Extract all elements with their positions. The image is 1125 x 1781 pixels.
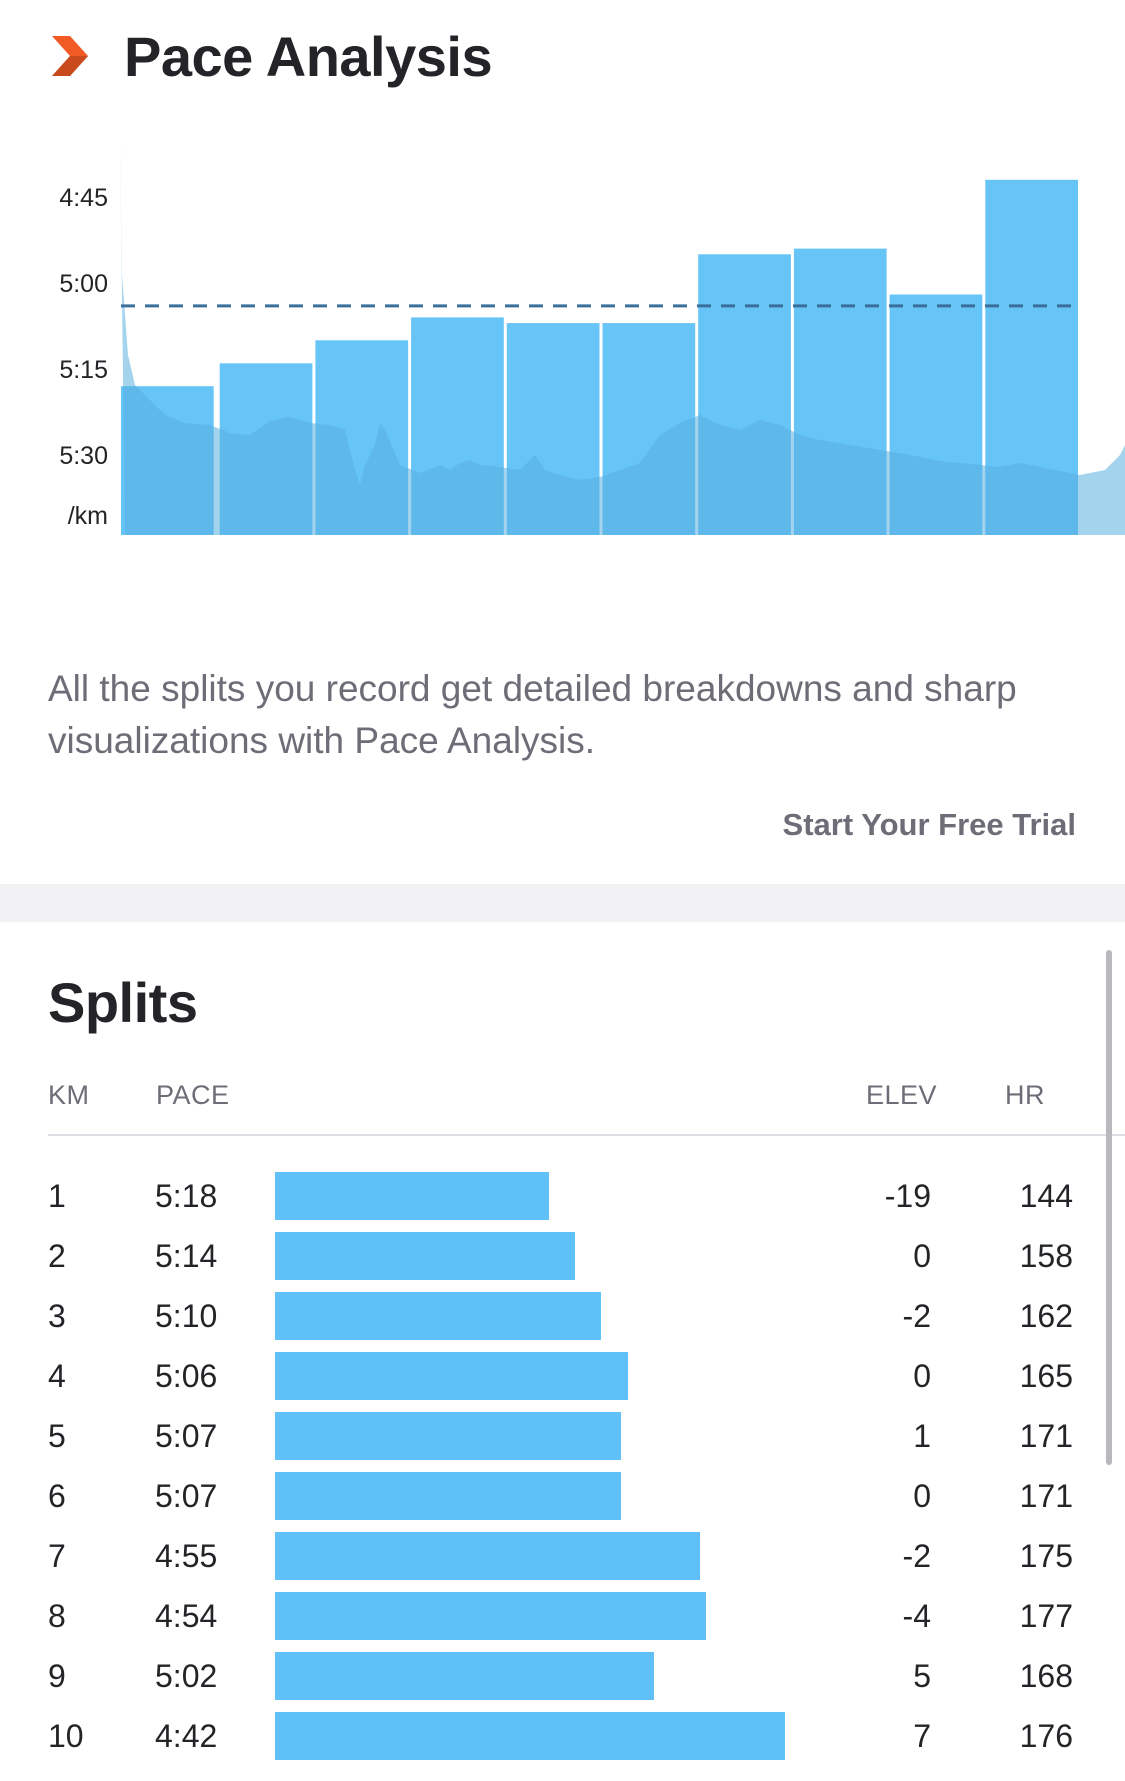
split-hr: 158 — [1019, 1238, 1073, 1274]
table-row: 6 5:07 0 171 — [0, 1468, 1125, 1528]
split-hr: 168 — [1019, 1658, 1073, 1694]
column-header-km: KM — [48, 1080, 90, 1110]
split-pace: 5:07 — [155, 1418, 218, 1454]
split-hr: 165 — [1019, 1358, 1073, 1394]
split-pace-bar — [275, 1652, 654, 1700]
table-row: 10 4:42 7 176 — [0, 1708, 1125, 1768]
splits-table-header: KM PACE ELEV HR — [48, 1080, 1125, 1136]
split-km: 10 — [48, 1718, 84, 1754]
split-pace-bar — [275, 1592, 706, 1640]
pace-analysis-header: Pace Analysis — [48, 20, 493, 92]
split-elev: 7 — [913, 1718, 931, 1754]
split-km: 1 — [48, 1178, 66, 1214]
table-row: 1 5:18 -19 144 — [0, 1168, 1125, 1228]
split-pace: 5:06 — [155, 1358, 218, 1394]
split-elev: -2 — [902, 1298, 931, 1334]
split-hr: 144 — [1019, 1178, 1073, 1214]
split-hr: 175 — [1019, 1538, 1073, 1574]
split-pace-bar — [275, 1352, 628, 1400]
scrollbar[interactable] — [1106, 950, 1112, 1465]
column-header-elev: ELEV — [865, 1080, 937, 1110]
start-free-trial-link[interactable]: Start Your Free Trial — [782, 807, 1076, 842]
split-pace: 5:02 — [155, 1658, 218, 1694]
y-tick-label: 5:00 — [59, 270, 108, 298]
splits-card: Splits KM PACE ELEV HR 1 5:18 -19 144 2 5:14 0… — [0, 922, 1125, 1781]
split-elev: 0 — [913, 1358, 931, 1394]
split-hr: 177 — [1019, 1598, 1073, 1634]
page-title: Pace Analysis — [124, 24, 493, 88]
pace-analysis-description: All the splits you record get detailed b… — [48, 668, 1017, 761]
y-tick-label: 4:45 — [59, 184, 108, 212]
split-pace: 4:54 — [155, 1598, 218, 1634]
split-elev: 0 — [913, 1478, 931, 1514]
split-km: 7 — [48, 1538, 66, 1574]
split-km: 3 — [48, 1298, 66, 1334]
table-row: 3 5:10 -2 162 — [0, 1288, 1125, 1348]
table-row: 7 4:55 -2 175 — [0, 1528, 1125, 1588]
split-hr: 162 — [1019, 1298, 1073, 1334]
split-pace: 4:55 — [155, 1538, 218, 1574]
chevron-right-icon — [52, 36, 88, 76]
split-pace: 5:07 — [155, 1478, 218, 1514]
table-row: 5 5:07 1 171 — [0, 1408, 1125, 1468]
pace-analysis-card: Pace Analysis 4:45 5:00 5:15 5:30/km All th… — [0, 0, 1125, 884]
split-km: 6 — [48, 1478, 66, 1514]
column-header-pace: PACE — [156, 1080, 230, 1110]
split-km: 4 — [48, 1358, 66, 1394]
split-pace-bar — [275, 1532, 700, 1580]
split-hr: 176 — [1019, 1718, 1073, 1754]
split-pace-bar — [275, 1472, 621, 1520]
table-row: 8 4:54 -4 177 — [0, 1588, 1125, 1648]
split-pace-bar — [275, 1172, 549, 1220]
split-elev: -2 — [902, 1538, 931, 1574]
split-pace-bar — [275, 1412, 621, 1460]
column-header-hr: HR — [1005, 1080, 1045, 1110]
split-km: 8 — [48, 1598, 66, 1634]
table-row: 9 5:02 5 168 — [0, 1648, 1125, 1708]
split-pace-bar — [275, 1232, 575, 1280]
y-tick-label: 5:15 — [59, 356, 108, 384]
split-hr: 171 — [1019, 1418, 1073, 1454]
split-elev: -4 — [902, 1598, 931, 1634]
splits-title: Splits — [48, 971, 198, 1034]
split-km: 5 — [48, 1418, 66, 1454]
elevation-area — [120, 135, 1125, 535]
split-elev: -19 — [884, 1178, 931, 1214]
y-tick-label: 5:30 — [59, 442, 108, 470]
table-row: 2 5:14 0 158 — [0, 1228, 1125, 1288]
split-pace: 5:18 — [155, 1178, 218, 1214]
split-pace-bar — [275, 1292, 601, 1340]
pace-chart: 4:45 5:00 5:15 5:30/km — [0, 125, 1125, 625]
split-pace: 5:10 — [155, 1298, 218, 1334]
split-pace: 5:14 — [155, 1238, 218, 1274]
split-pace: 4:42 — [155, 1718, 218, 1754]
split-elev: 5 — [913, 1658, 931, 1694]
split-elev: 0 — [913, 1238, 931, 1274]
section-divider — [0, 884, 1125, 922]
table-row: 4 5:06 0 165 — [0, 1348, 1125, 1408]
split-km: 2 — [48, 1238, 66, 1274]
pace-chart-svg: 4:45 5:00 5:15 5:30/km — [59, 135, 1125, 536]
split-hr: 171 — [1019, 1478, 1073, 1514]
y-tick-label: /km — [68, 502, 108, 530]
split-elev: 1 — [913, 1418, 931, 1454]
split-km: 9 — [48, 1658, 66, 1694]
table-header-divider — [48, 1134, 1125, 1136]
split-pace-bar — [275, 1712, 785, 1760]
